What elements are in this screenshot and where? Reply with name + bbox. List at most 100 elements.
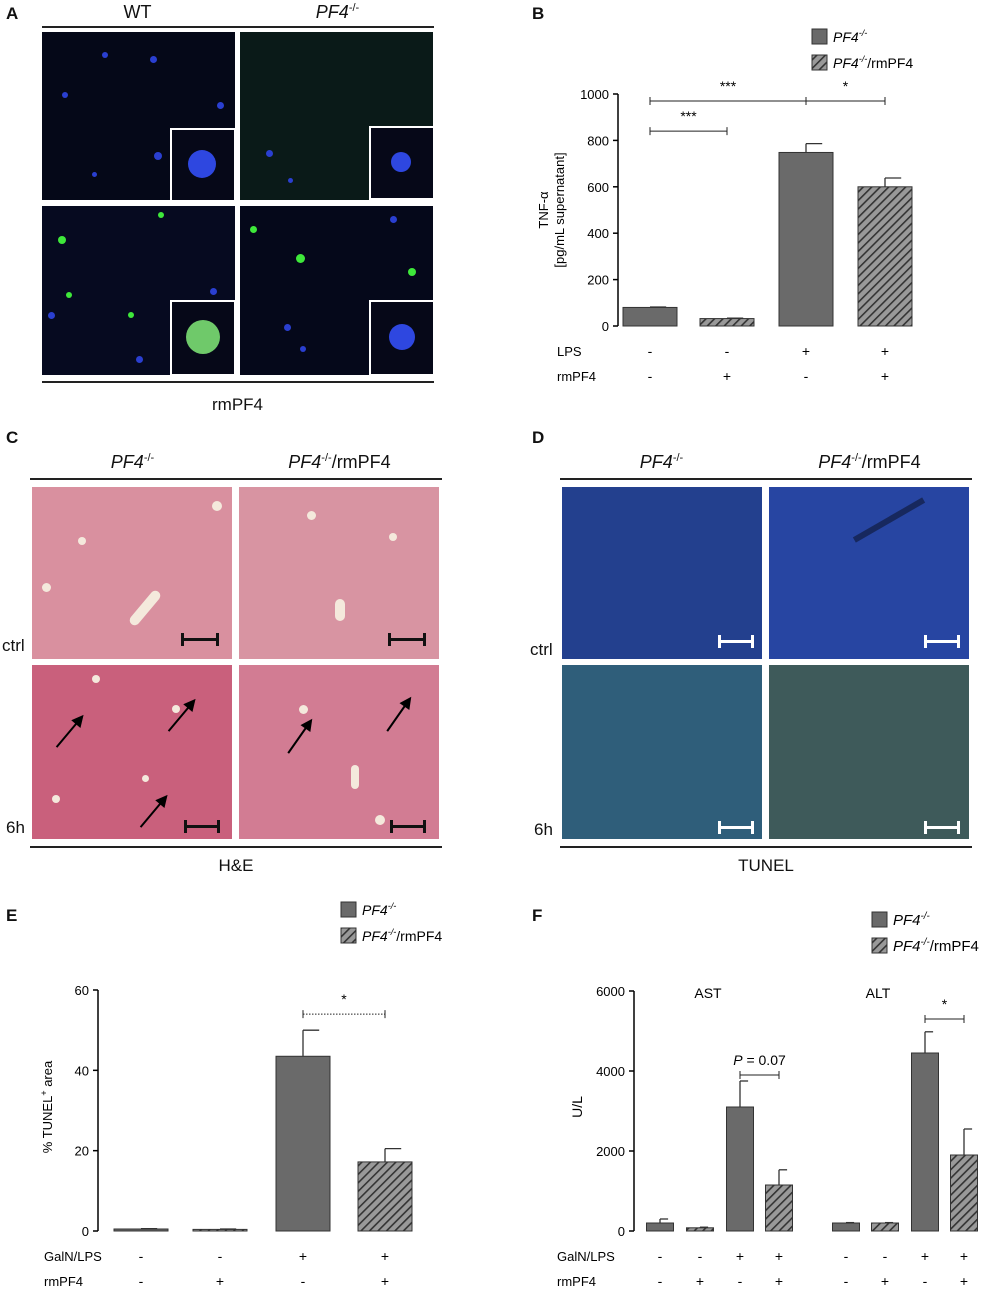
panel-a-image-wt-top [40,30,237,202]
legend-swatch [811,54,828,71]
scale-bar [718,821,754,834]
panel-label-c: C [6,428,19,447]
y-tick-label: 4000 [596,1064,625,1079]
legend-sup: -/- [921,937,931,948]
bar [699,318,755,327]
vessel [351,765,359,789]
legend-suffix: /rmPF4 [930,938,979,955]
legend-name: PF4 [893,912,921,929]
scale-bar [390,820,426,833]
condition-label: rmPF4 [557,1274,596,1289]
legend-name: PF4 [833,55,859,71]
y-tick-label: 20 [75,1144,89,1159]
panel-d-row-ctrl: ctrl [530,640,553,659]
legend-label: PF4-/-/rmPF4 [362,927,442,944]
panel-d-bottom-rule [560,846,972,848]
legend-swatch [340,927,357,944]
condition-value: + [381,1248,389,1264]
condition-value: + [960,1273,968,1289]
legend-swatch [871,911,888,928]
nucleus [48,312,55,319]
y-tick-label: 0 [618,1224,625,1239]
panel-a-col-pf4-sup: -/- [348,2,360,14]
nucleus [300,346,306,352]
condition-label: rmPF4 [557,369,596,384]
scale-bar [184,820,220,833]
green-cell [408,268,416,276]
legend-suffix: /rmPF4 [396,928,442,944]
panel-label-a: A [6,4,19,23]
condition-value: - [725,343,730,359]
y-tick-label: 0 [82,1224,89,1239]
bar [622,306,678,327]
legend-swatch [340,901,357,918]
condition-value: + [381,1273,389,1289]
bar [726,1106,754,1232]
nucleus [266,150,273,157]
vessel [52,795,60,803]
condition-value: - [648,368,653,384]
vessel [299,705,308,714]
condition-value: - [844,1248,849,1264]
green-cell [128,312,134,318]
y-axis-label: U/L [569,1096,585,1118]
nucleus [92,172,97,177]
panel-d-col-1-sup: -/- [672,452,684,464]
panel-c-col-1-name: PF4 [110,452,144,472]
bar [857,186,913,327]
nucleus [150,56,157,63]
vessel [389,533,397,541]
condition-value: + [881,1273,889,1289]
chart-f: 0 2000 4000 6000 P = 0.07 * GalN/LPS - - + + - - + + rm… [557,911,979,1289]
legend-sup: -/- [921,911,931,922]
panel-d-footer: TUNEL [738,856,794,875]
condition-value: - [301,1273,306,1289]
panel-d-image-ctrl-2 [767,485,971,661]
legend-label: PF4-/- [833,28,867,45]
panel-d-col-2-sup: -/- [851,452,862,464]
bar [686,1227,714,1232]
bar [950,1154,978,1232]
condition-label: GalN/LPS [557,1249,615,1264]
condition-value: - [698,1248,703,1264]
panel-c-col-2: PF4-/-/rmPF4 [237,452,442,473]
bar [765,1184,793,1232]
panel-c-col-2-suffix: /rmPF4 [331,452,391,472]
scale-bar [924,821,960,834]
condition-value: - [218,1248,223,1264]
condition-label: LPS [557,344,582,359]
bar [778,151,834,327]
panel-c-row-6h: 6h [6,818,25,837]
y-tick-label: 200 [587,273,609,288]
panel-a-col-pf4-name: PF4 [315,2,349,22]
y-tick-label: 40 [75,1063,89,1078]
panel-d-row-6h: 6h [534,820,553,839]
green-cell [296,254,305,263]
nucleus [217,102,224,109]
vessel [78,537,86,545]
condition-value: - [139,1248,144,1264]
panel-d-image-6h-2 [767,663,971,841]
panel-d-col-2-name: PF4 [818,452,852,472]
significance-label: *** [680,108,697,124]
condition-value: + [881,343,889,359]
vessel [212,501,222,511]
panel-d-col-2-suffix: /rmPF4 [861,452,921,472]
y-tick-label: 800 [587,133,609,148]
panel-a-top-rule [42,26,434,28]
vessel [42,583,51,592]
panel-c-image-6h-1 [30,663,234,841]
condition-value: - [923,1273,928,1289]
panel-label-b: B [532,4,545,23]
bar [911,1052,939,1232]
y-label-main: % TUNEL [40,1096,55,1154]
condition-value: + [696,1273,704,1289]
panel-label-e: E [6,906,18,925]
group-label-alt: ALT [866,985,891,1001]
condition-value: + [736,1248,744,1264]
nucleus-zoom [188,150,216,178]
condition-value: - [658,1248,663,1264]
significance-label: * [843,78,849,94]
panel-c-bottom-rule [30,846,442,848]
vessel [852,497,926,543]
